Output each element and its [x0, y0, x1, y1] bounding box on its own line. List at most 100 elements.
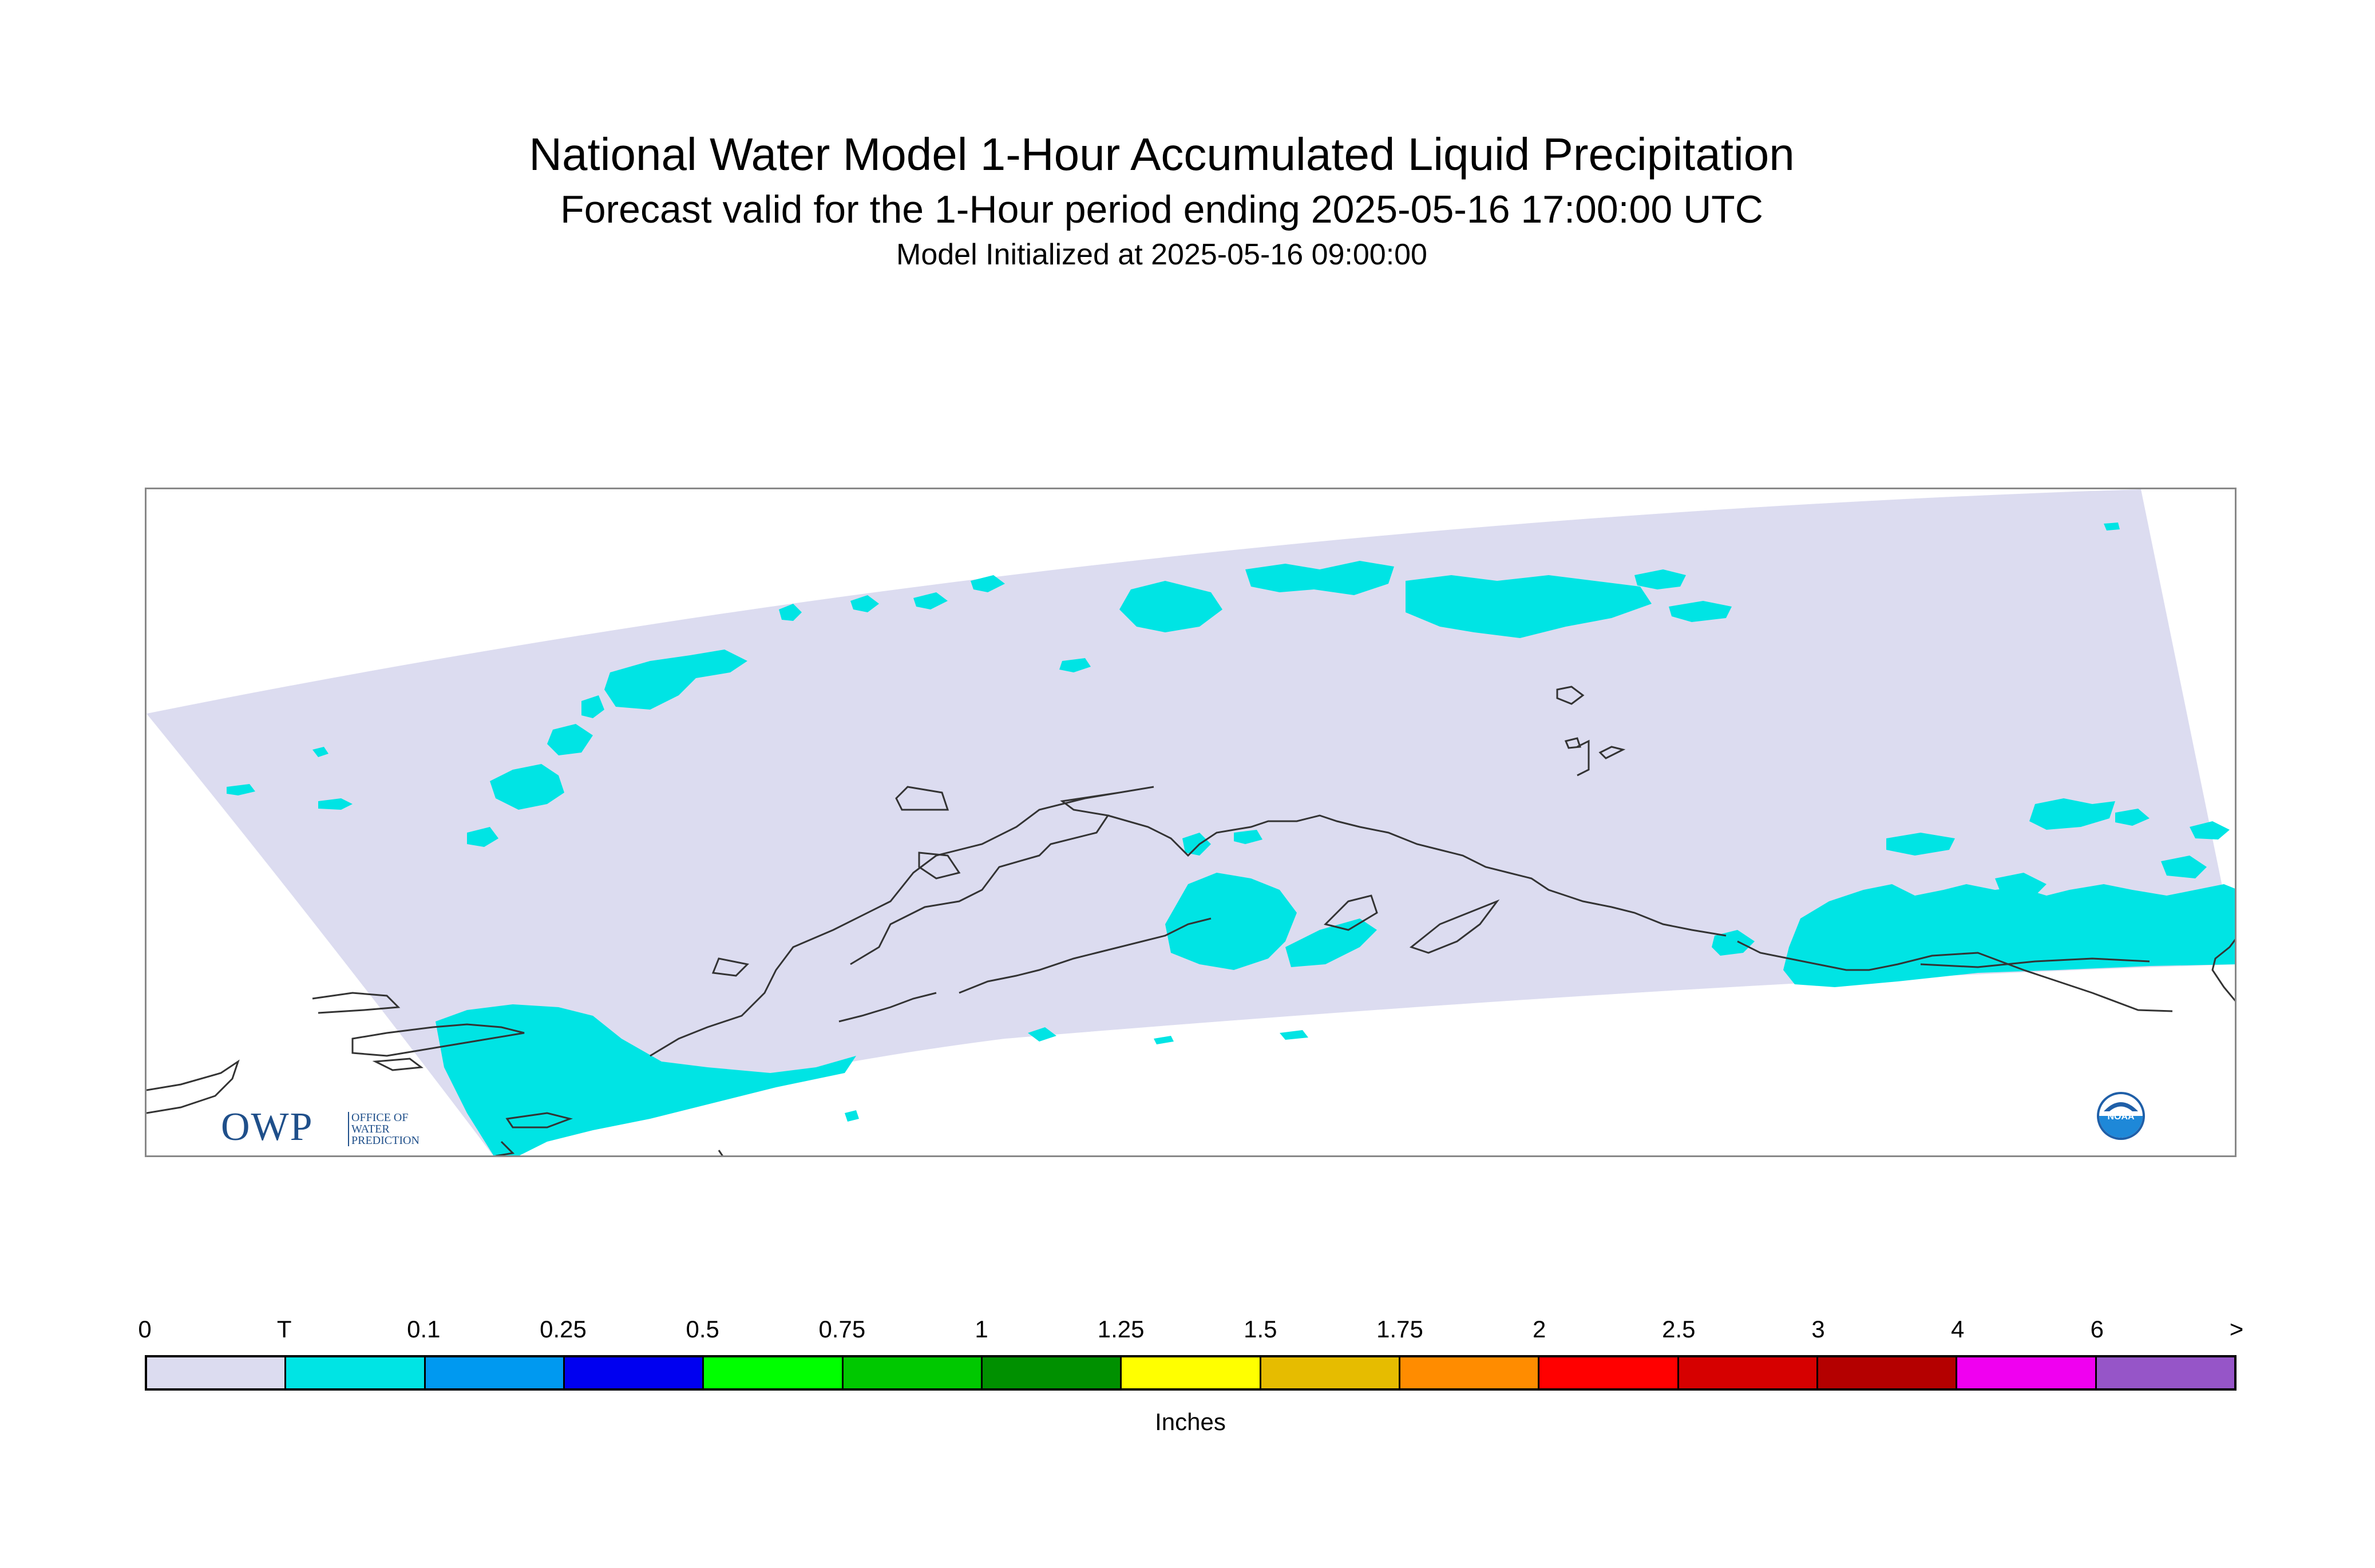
colorbar-label: 0.5: [686, 1316, 719, 1343]
owp-logo-sub: OFFICE OF WATER PREDICTION: [348, 1112, 437, 1146]
owp-logo: OWP OFFICE OF WATER PREDICTION: [221, 1105, 419, 1149]
coastline: [2211, 939, 2235, 1002]
coastline: [505, 1112, 573, 1129]
colorbar-label: 4: [1950, 1316, 1965, 1343]
precip-area: [1028, 1027, 1056, 1042]
precip-area: [312, 747, 328, 757]
colorbar-label: 2: [1532, 1316, 1546, 1343]
colorbar-cell: [1818, 1357, 1958, 1388]
precip-area: [1995, 873, 2047, 896]
coastline: [312, 992, 401, 1014]
noaa-logo-icon: NOAA: [2097, 1092, 2145, 1140]
coastline: [351, 1023, 525, 1057]
colorbar-cell: [1122, 1357, 1261, 1388]
colorbar-cell: [1679, 1357, 1818, 1388]
coastline: [1920, 957, 2150, 968]
precip-area: [490, 764, 564, 810]
coastline: [1577, 739, 1590, 777]
colorbar-units: Inches: [1155, 1408, 1226, 1435]
coastline: [495, 1141, 515, 1155]
precip-area: [2161, 856, 2207, 878]
colorbar-label: 0.75: [818, 1316, 866, 1343]
precip-area: [581, 695, 604, 718]
colorbar-label: >: [2229, 1316, 2244, 1343]
colorbar: [145, 1355, 2237, 1391]
coastline: [147, 1059, 240, 1114]
precip-area: [1406, 575, 1652, 638]
colorbar-label: 1.25: [1097, 1316, 1145, 1343]
precip-area: [1234, 830, 1262, 844]
colorbar-cell: [1261, 1357, 1400, 1388]
precip-area: [1285, 918, 1377, 967]
precip-area: [547, 724, 593, 755]
coastline: [1737, 940, 2173, 1012]
precip-area: [845, 1110, 859, 1122]
colorbar-label: 0.1: [407, 1316, 441, 1343]
colorbar-cell: [1539, 1357, 1679, 1388]
precip-area: [850, 595, 879, 612]
colorbar-label: 0: [138, 1316, 152, 1343]
precip-area: [227, 784, 255, 795]
precip-area: [1280, 1030, 1308, 1040]
coastline: [1409, 899, 1500, 954]
colorbar-labels: 0 T 0.1 0.25 0.5 0.75 1 1.25 1.5 1.75 2 2.5 3 4 6 >: [138, 1314, 2243, 1348]
precip-area: [971, 575, 1005, 592]
precip-area: [1886, 833, 1955, 856]
precip-area: [1783, 884, 2235, 987]
colorbar-label: 1: [975, 1316, 988, 1343]
precip-area: [604, 650, 747, 710]
model-domain: [147, 489, 2235, 1155]
precip-area: [467, 827, 498, 847]
colorbar-cell: [564, 1357, 704, 1388]
colorbar-cell: [1400, 1357, 1540, 1388]
map-title: National Water Model 1-Hour Accumulated …: [529, 129, 1795, 180]
colorbar-cell: [2096, 1357, 2234, 1388]
colorbar-label: 0.25: [540, 1316, 587, 1343]
colorbar-label: T: [276, 1316, 292, 1343]
colorbar-label: 6: [2090, 1316, 2104, 1343]
owp-logo-main: OWP: [221, 1105, 314, 1149]
map-subtitle: Forecast valid for the 1-Hour period end…: [560, 188, 1763, 231]
coastline: [1107, 814, 1727, 937]
precip-area: [1059, 658, 1091, 672]
coastline: [718, 1150, 723, 1155]
noaa-logo-text: NOAA: [2107, 1112, 2135, 1122]
coastline: [1598, 746, 1626, 759]
precip-area: [436, 1004, 856, 1155]
precip-area: [2104, 522, 2120, 530]
coastline: [959, 917, 1212, 994]
precip-area: [779, 604, 802, 621]
precip-area: [1154, 1036, 1174, 1044]
colorbar-cell: [1957, 1357, 2097, 1388]
precip-area: [2115, 809, 2150, 826]
colorbar-label: 1.75: [1376, 1316, 1423, 1343]
colorbar-cell: [147, 1357, 287, 1388]
coastline: [372, 1058, 423, 1071]
colorbar-cell: [425, 1357, 565, 1388]
precip-area: [1245, 561, 1394, 595]
coastline: [711, 957, 750, 977]
map-canvas: NOAA: [147, 489, 2235, 1155]
precip-area: [318, 798, 353, 810]
precip-area: [1669, 601, 1732, 622]
coastline: [838, 992, 937, 1023]
colorbar-label: 3: [1811, 1316, 1825, 1343]
coastline: [895, 786, 949, 811]
coastline: [650, 786, 1154, 1057]
precip-area: [1119, 581, 1222, 632]
precip-areas: [227, 522, 2235, 1155]
coastlines: [147, 686, 2235, 1155]
colorbar-cell: [843, 1357, 983, 1388]
coastline: [918, 852, 961, 880]
precip-area: [2190, 821, 2230, 840]
map-panel: NOAA OWP OFFICE OF WATER PREDICTION: [145, 488, 2237, 1157]
precip-area: [1634, 569, 1686, 589]
precip-area: [1165, 873, 1297, 970]
coastline: [1556, 686, 1585, 705]
coastline: [1324, 894, 1378, 931]
precip-area: [2029, 798, 2115, 830]
precip-area: [1182, 833, 1211, 856]
colorbar-label: 1.5: [1244, 1316, 1277, 1343]
colorbar-cell: [982, 1357, 1122, 1388]
model-init-line: Model Initialized at 2025-05-16 09:00:00: [896, 238, 1427, 271]
